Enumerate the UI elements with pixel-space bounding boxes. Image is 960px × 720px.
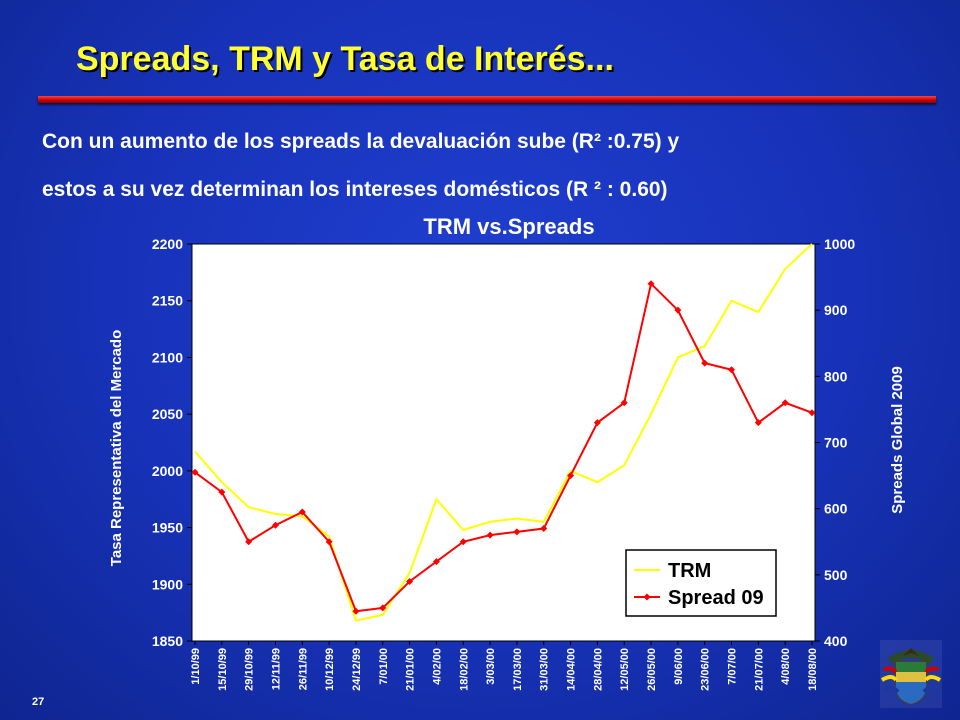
series-point-spread <box>701 359 709 367</box>
x-tick-label: 28/04/00 <box>592 648 604 691</box>
series-point-spread <box>781 399 789 407</box>
y-tick-label-left: 1950 <box>152 520 183 536</box>
slide-number: 27 <box>32 696 45 708</box>
legend-marker-spread <box>643 593 651 601</box>
subtitle-line-1: Con un aumento de los spreads la devalua… <box>42 130 680 153</box>
y-tick-label-left: 1850 <box>152 633 183 649</box>
x-tick-label: 21/01/00 <box>405 648 417 691</box>
y-tick-label-right: 600 <box>824 501 848 517</box>
y-tick-label-left: 2050 <box>152 406 183 422</box>
y-axis-label-right: Spreads Global 2009 <box>889 366 906 514</box>
y-tick-label-left: 2100 <box>152 349 183 365</box>
x-tick-label: 14/04/00 <box>566 648 578 691</box>
series-point-spread <box>352 607 360 615</box>
series-point-spread <box>218 488 226 496</box>
chart-title: TRM vs.Spreads <box>423 214 594 239</box>
x-tick-label: 29/10/99 <box>244 648 256 691</box>
series-line-spread <box>194 281 813 613</box>
y-tick-label-right: 400 <box>824 633 848 649</box>
series-point-spread <box>674 306 682 314</box>
y-tick-label-right: 900 <box>824 302 848 318</box>
series-point-spread <box>513 528 521 536</box>
legend-label-spread: Spread 09 <box>668 587 764 609</box>
series-point-spread <box>540 525 548 533</box>
title-divider <box>38 96 936 103</box>
plot-area: 1850 1900 1950 2000 2050 2100 2150 2200 400 500 60… <box>152 236 856 691</box>
x-tick-label: 21/07/00 <box>753 648 765 691</box>
x-tick-label: 26/05/00 <box>646 648 658 691</box>
x-tick-label: 10/12/99 <box>324 648 336 691</box>
y-tick-label-right: 700 <box>824 435 848 451</box>
x-tick-label: 24/12/99 <box>351 648 363 691</box>
y-tick-label-right: 500 <box>824 567 848 583</box>
y-tick-label-left: 2200 <box>152 236 183 252</box>
series-point-spread <box>728 366 736 374</box>
x-tick-label: 7/07/00 <box>727 648 739 685</box>
x-tick-label: 4/08/00 <box>780 648 792 685</box>
series-point-spread <box>593 419 601 427</box>
x-tick-label: 18/08/00 <box>807 648 819 691</box>
series-point-spread <box>379 604 387 612</box>
x-tick-label: 1/10/99 <box>190 648 202 685</box>
y-tick-label-left: 1900 <box>152 576 183 592</box>
subtitle-line-2: estos a su vez determinan los intereses … <box>42 178 668 201</box>
x-tick-label: 3/03/00 <box>485 648 497 685</box>
series-point-spread <box>191 468 199 476</box>
x-tick-label: 4/02/00 <box>431 648 443 685</box>
coat-of-arms-icon <box>880 640 942 708</box>
series-point-spread <box>325 538 333 546</box>
slide-title: Spreads, TRM y Tasa de Interés... <box>76 40 614 78</box>
y-tick-label-right: 800 <box>824 368 848 384</box>
x-tick-label: 26/11/99 <box>297 648 309 690</box>
series-point-spread <box>271 521 279 529</box>
series-line-trm <box>194 243 813 622</box>
legend-label-trm: TRM <box>668 560 711 582</box>
x-tick-label: 31/03/00 <box>539 648 551 691</box>
x-tick-label: 23/06/00 <box>700 648 712 691</box>
y-axis-label-left: Tasa Representativa del Mercado <box>108 330 125 566</box>
series-point-spread <box>406 577 414 585</box>
x-tick-label: 9/06/00 <box>673 648 685 685</box>
x-tick-label: 7/01/00 <box>378 648 390 685</box>
x-tick-label: 15/10/99 <box>217 648 229 691</box>
slide-subtitle: Con un aumento de los spreads la devalua… <box>42 118 922 214</box>
x-tick-label: 12/11/99 <box>270 648 282 690</box>
series-point-spread <box>647 280 655 288</box>
series-point-spread <box>486 531 494 539</box>
x-tick-label: 18/02/00 <box>458 648 470 691</box>
series-point-spread <box>620 399 628 407</box>
series-point-spread <box>567 472 575 480</box>
y-tick-label-left: 2000 <box>152 463 183 479</box>
series-point-spread <box>432 558 440 566</box>
series-point-spread <box>298 508 306 516</box>
x-tick-label: 12/05/00 <box>619 648 631 691</box>
legend-box <box>625 549 777 617</box>
series-point-spread <box>245 538 253 546</box>
y-tick-label-right: 1000 <box>824 236 855 252</box>
x-tick-label: 17/03/00 <box>512 648 524 691</box>
series-point-spread <box>459 538 467 546</box>
series-point-spread <box>754 419 762 427</box>
y-tick-label-left: 2150 <box>152 293 183 309</box>
series-point-spread <box>808 409 816 417</box>
